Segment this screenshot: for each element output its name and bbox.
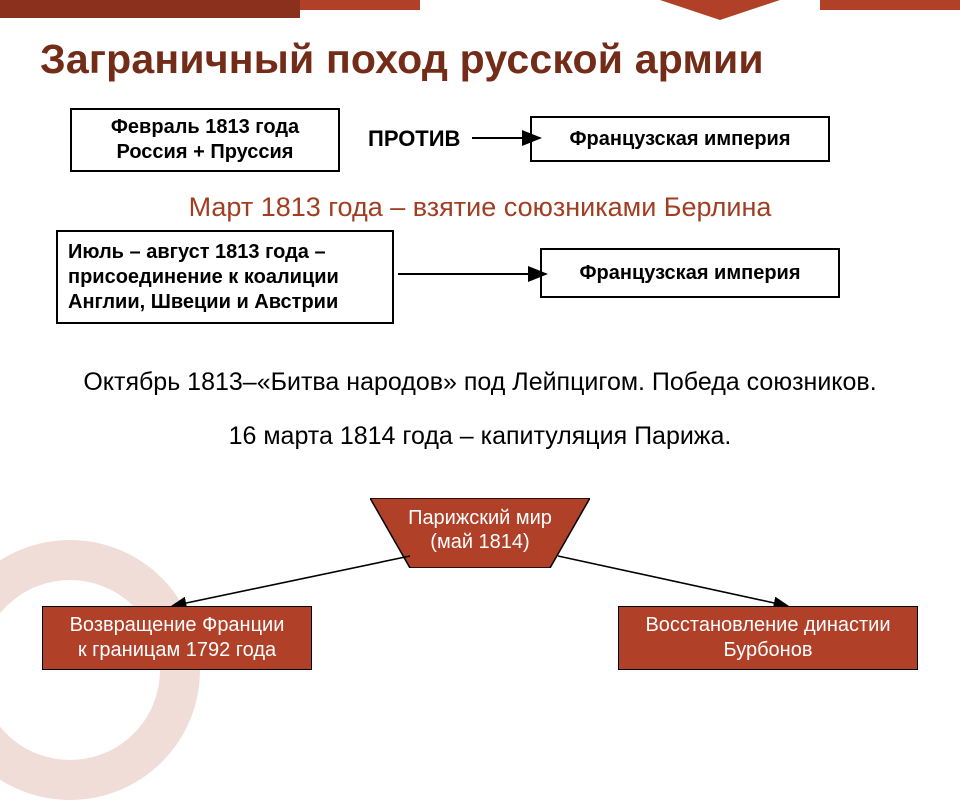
box-bourbons-text: Восстановление династииБурбонов [645,613,890,663]
trap-line1: Парижский мир [408,507,552,529]
box-french-empire-2: Французская империя [540,248,840,298]
arrow-row2 [396,264,556,284]
box-bourbons: Восстановление династииБурбонов [618,606,918,670]
box-return-1792: Возвращение Франциик границам 1792 года [42,606,312,670]
box-french-empire-1-text: Французская империя [569,127,790,152]
box-jul-aug-1813-text: Июль – август 1813 года –присоединение к… [68,240,339,315]
box-return-1792-text: Возвращение Франциик границам 1792 года [70,613,285,663]
arrow-row1 [470,128,550,148]
decor-top-stripe [0,0,960,24]
box-feb1813: Февраль 1813 годаРоссия + Пруссия [70,108,340,172]
box-feb1813-text: Февраль 1813 годаРоссия + Пруссия [111,115,299,165]
label-vs: ПРОТИВ [368,126,460,152]
box-jul-aug-1813: Июль – август 1813 года –присоединение к… [56,230,394,324]
text-oct1813-leipzig: Октябрь 1813–«Битва народов» под Лейпциг… [0,368,960,397]
page-title: Заграничный поход русской армии [40,36,764,83]
text-mar1813-berlin: Март 1813 года – взятие союзниками Берли… [0,192,960,223]
text-mar1814-paris: 16 марта 1814 года – капитуляция Парижа. [0,422,960,451]
box-french-empire-2-text: Французская империя [579,261,800,286]
trap-line2: (май 1814) [430,531,529,553]
box-french-empire-1: Французская империя [530,116,830,162]
